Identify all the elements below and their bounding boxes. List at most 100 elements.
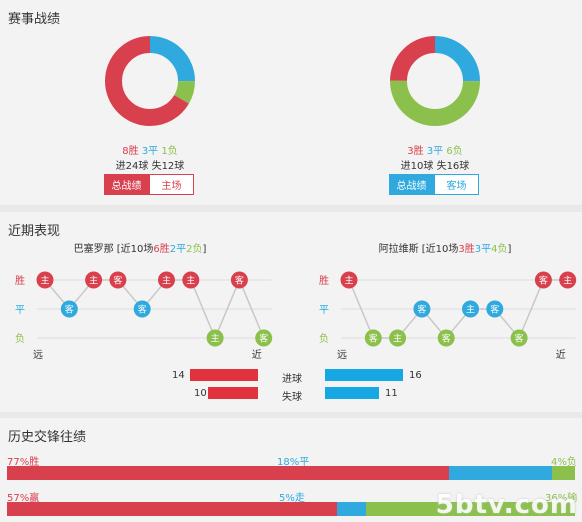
form-venue-label: 客 bbox=[259, 333, 268, 345]
h2h-segment bbox=[337, 502, 367, 516]
form-match-marker[interactable]: 主 bbox=[158, 271, 175, 289]
h2h-handicap-push-pct: 5%走 bbox=[279, 493, 305, 504]
form-marker-circle bbox=[559, 271, 577, 289]
right-record-tabs: 总战绩 客场 bbox=[389, 174, 479, 195]
donut-segment-win bbox=[105, 36, 195, 126]
form-match-marker[interactable]: 主 bbox=[206, 329, 224, 347]
right-goals-line: 进10球 失16球 bbox=[400, 161, 470, 172]
right-team-name: 阿拉维斯 bbox=[378, 244, 419, 255]
right-form-title: 阿拉维斯 [近10场3胜3平4负] bbox=[345, 240, 545, 255]
away-goals-value: 16 bbox=[409, 370, 422, 381]
form-venue-label: 主 bbox=[393, 333, 402, 345]
right-wins: 3胜 bbox=[407, 146, 424, 157]
form-venue-label: 客 bbox=[515, 333, 524, 345]
form-venue-label: 主 bbox=[89, 275, 98, 287]
left-record-summary: 8胜 3平 1负 bbox=[70, 142, 230, 157]
form-marker-circle bbox=[206, 329, 224, 347]
form-match-marker[interactable]: 客 bbox=[255, 329, 273, 347]
form-venue-label: 主 bbox=[162, 275, 171, 287]
form-marker-circle bbox=[413, 300, 431, 318]
form-marker-circle bbox=[389, 329, 407, 347]
form-venue-label: 主 bbox=[563, 275, 572, 287]
right-losses: 6负 bbox=[446, 146, 463, 157]
left-form-title: 巴塞罗那 [近10场6胜2平2负] bbox=[40, 240, 240, 255]
right-form-prefix: [近10场 bbox=[418, 244, 459, 255]
tab-total-left[interactable]: 总战绩 bbox=[104, 174, 149, 195]
form-marker-circle bbox=[36, 271, 54, 289]
h2h-handicap-loss-pct: 36%输 bbox=[545, 493, 578, 504]
form-match-marker[interactable]: 客 bbox=[510, 329, 528, 347]
form-marker-circle bbox=[486, 300, 504, 318]
h2h-draw-pct: 18%平 bbox=[277, 457, 310, 468]
donut-segment-loss bbox=[390, 36, 480, 126]
form-venue-label: 主 bbox=[344, 275, 353, 287]
left-form-chart: 胜平负主客主 客客主 主主客客远近 bbox=[15, 271, 273, 361]
form-axis-label-win: 胜 bbox=[15, 275, 25, 287]
left-team-name: 巴塞罗那 bbox=[73, 244, 114, 255]
form-match-marker[interactable]: 客 bbox=[413, 300, 431, 318]
away-conceded-value: 11 bbox=[385, 388, 398, 399]
h2h-segment bbox=[366, 502, 575, 516]
form-axis-label-win: 胜 bbox=[319, 275, 329, 287]
record-panel: 赛事战绩 8胜 3平 1负 进24球 失12球 3胜 3平 6负 进10球 失1… bbox=[0, 0, 582, 205]
form-far-label: 远 bbox=[337, 349, 347, 361]
form-match-marker[interactable]: 主 bbox=[559, 271, 577, 289]
form-axis-label-draw: 平 bbox=[15, 305, 25, 316]
form-match-marker[interactable]: 主 bbox=[85, 271, 103, 289]
left-form-prefix: [近10场 bbox=[113, 244, 154, 255]
form-venue-label: 主 bbox=[466, 304, 475, 316]
form-venue-label: 客 bbox=[490, 304, 499, 316]
form-match-marker[interactable]: 客 bbox=[60, 300, 78, 318]
left-record-tabs: 总战绩 主场 bbox=[104, 174, 194, 195]
right-form-draws: 3平 bbox=[474, 244, 492, 255]
form-marker-circle bbox=[85, 271, 103, 289]
form-venue-label: 客 bbox=[235, 275, 244, 287]
form-match-marker[interactable]: 客 bbox=[486, 300, 504, 318]
form-match-marker[interactable]: 主 bbox=[462, 300, 479, 318]
h2h-handicap-win-pct: 57%赢 bbox=[7, 493, 40, 504]
form-marker-circle bbox=[437, 329, 455, 347]
form-match-marker[interactable]: 客 bbox=[534, 271, 552, 289]
record-title: 赛事战绩 bbox=[8, 12, 61, 27]
tab-home[interactable]: 主场 bbox=[149, 174, 194, 195]
right-draws: 3平 bbox=[426, 146, 444, 157]
left-draws: 3平 bbox=[141, 146, 159, 157]
form-match-marker[interactable]: 客 bbox=[133, 300, 151, 318]
form-venue-label: 客 bbox=[369, 333, 378, 345]
tab-total-right[interactable]: 总战绩 bbox=[389, 174, 434, 195]
form-match-marker[interactable]: 客 bbox=[109, 271, 127, 289]
right-form-wins: 3胜 bbox=[458, 244, 475, 255]
form-match-marker[interactable]: 主 bbox=[340, 271, 358, 289]
away-conceded-bar bbox=[325, 387, 379, 399]
form-venue-label: 客 bbox=[138, 304, 147, 316]
form-line bbox=[348, 279, 568, 340]
form-marker-circle bbox=[182, 271, 200, 289]
tab-away[interactable]: 客场 bbox=[434, 174, 479, 195]
form-venue-label: 主 bbox=[186, 275, 195, 287]
form-match-marker[interactable]: 客 bbox=[437, 329, 455, 347]
form-far-label: 远 bbox=[33, 349, 43, 361]
form-venue-label: 客 bbox=[539, 275, 548, 287]
form-match-marker[interactable]: 客 bbox=[230, 271, 248, 289]
home-goals-value: 14 bbox=[172, 370, 185, 381]
form-match-marker[interactable]: 主 bbox=[182, 271, 200, 289]
right-record-summary: 3胜 3平 6负 bbox=[355, 142, 515, 157]
h2h-loss-pct: 4%负 bbox=[551, 457, 577, 468]
form-line bbox=[44, 278, 265, 340]
form-match-marker[interactable]: 主 bbox=[36, 271, 54, 289]
goals-label: 进球 bbox=[282, 374, 302, 385]
form-match-marker[interactable]: 客 bbox=[364, 329, 382, 347]
form-venue-label: 主 bbox=[211, 333, 220, 345]
form-axis-label-loss: 负 bbox=[319, 332, 329, 345]
h2h-segment bbox=[7, 502, 338, 516]
home-conceded-bar bbox=[208, 387, 258, 399]
left-form-suffix: ] bbox=[202, 244, 207, 255]
form-axis-label-loss: 负 bbox=[15, 332, 25, 345]
right-form-suffix: ] bbox=[507, 244, 512, 255]
left-record-donut bbox=[105, 36, 195, 126]
form-marker-circle bbox=[534, 271, 552, 289]
form-match-marker[interactable]: 主 bbox=[389, 329, 407, 347]
h2h-win-pct: 77%胜 bbox=[7, 457, 40, 468]
form-marker-circle bbox=[230, 271, 248, 289]
left-form-draws: 2平 bbox=[169, 244, 187, 255]
